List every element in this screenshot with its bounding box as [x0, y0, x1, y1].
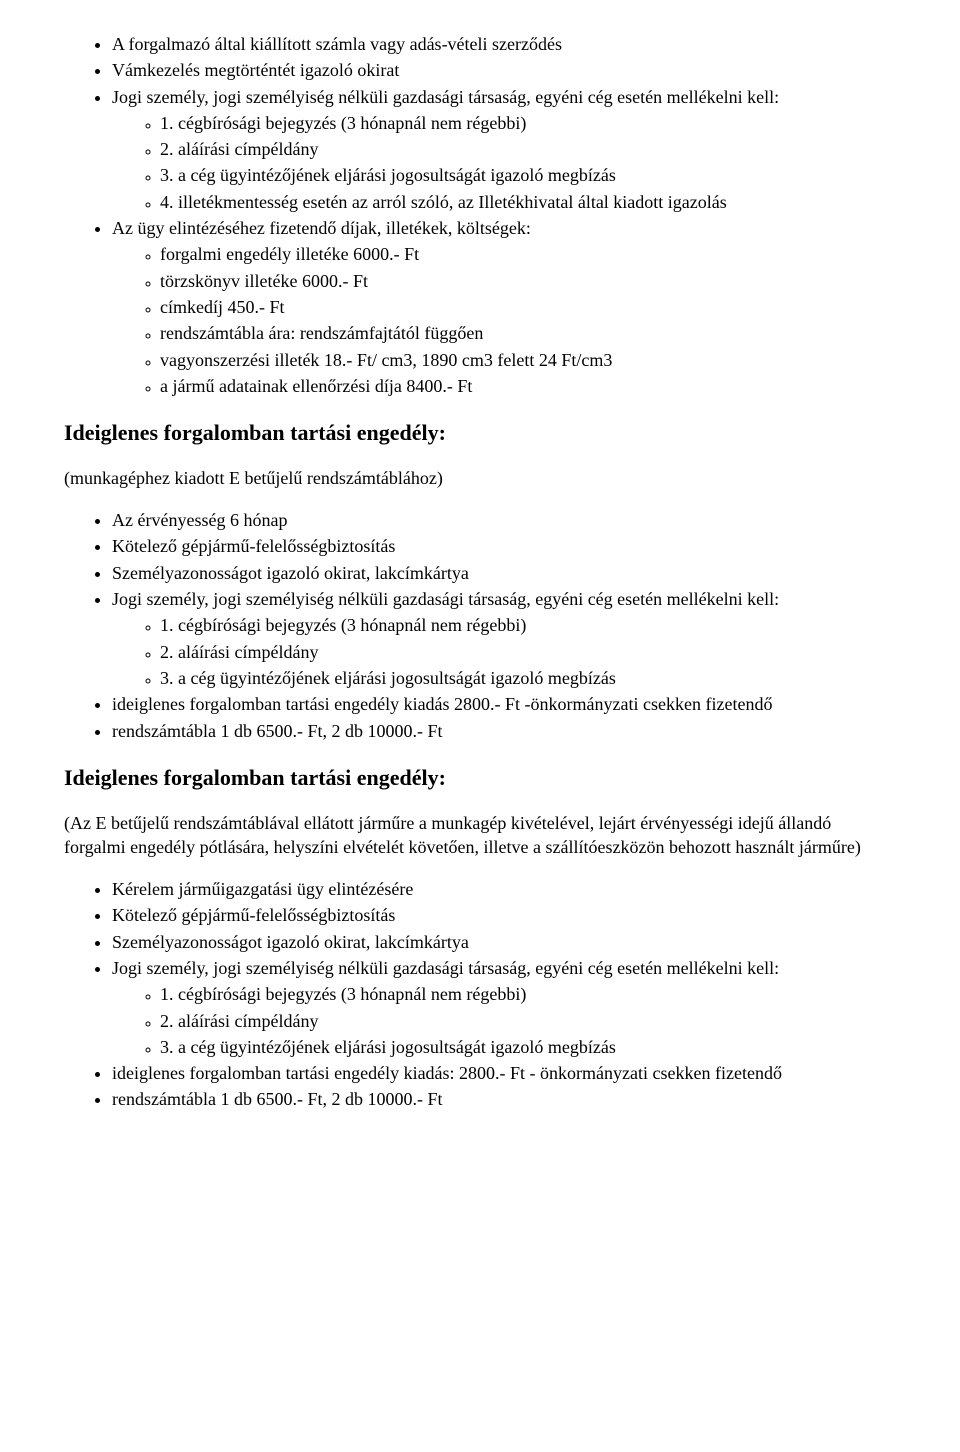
section-note: (Az E betűjelű rendszámtáblával ellátott… — [64, 811, 896, 860]
list-item: Jogi személy, jogi személyiség nélküli g… — [112, 956, 896, 1059]
list-item: Az ügy elintézéséhez fizetendő díjak, il… — [112, 216, 896, 398]
list-item: vagyonszerzési illeték 18.- Ft/ cm3, 189… — [160, 348, 896, 372]
item-text: a jármű adatainak ellenőrzési díja 8400.… — [160, 376, 472, 396]
list-item: 4. illetékmentesség esetén az arról szól… — [160, 190, 896, 214]
item-text: 1. cégbírósági bejegyzés (3 hónapnál nem… — [160, 984, 526, 1004]
section-heading: Ideiglenes forgalomban tartási engedély: — [64, 763, 896, 793]
section-note: (munkagéphez kiadott E betűjelű rendszám… — [64, 466, 896, 490]
list-item: 1. cégbírósági bejegyzés (3 hónapnál nem… — [160, 111, 896, 135]
item-text: rendszámtábla 1 db 6500.- Ft, 2 db 10000… — [112, 1089, 442, 1109]
list-item: rendszámtábla ára: rendszámfajtától függ… — [160, 321, 896, 345]
item-text: Az ügy elintézéséhez fizetendő díjak, il… — [112, 218, 531, 238]
list-item: ideiglenes forgalomban tartási engedély … — [112, 1061, 896, 1085]
list-item: 3. a cég ügyintézőjének eljárási jogosul… — [160, 1035, 896, 1059]
list-item: forgalmi engedély illetéke 6000.- Ft — [160, 242, 896, 266]
sublist: forgalmi engedély illetéke 6000.- Ft tör… — [112, 242, 896, 398]
section-heading: Ideiglenes forgalomban tartási engedély: — [64, 418, 896, 448]
item-text: Vámkezelés megtörténtét igazoló okirat — [112, 60, 399, 80]
list-item: ideiglenes forgalomban tartási engedély … — [112, 692, 896, 716]
item-text: Az érvényesség 6 hónap — [112, 510, 287, 530]
item-text: rendszámtábla 1 db 6500.- Ft, 2 db 10000… — [112, 721, 442, 741]
item-text: címkedíj 450.- Ft — [160, 297, 285, 317]
item-text: Kérelem járműigazgatási ügy elintézésére — [112, 879, 413, 899]
list-item: címkedíj 450.- Ft — [160, 295, 896, 319]
list-item: törzskönyv illetéke 6000.- Ft — [160, 269, 896, 293]
item-text: 3. a cég ügyintézőjének eljárási jogosul… — [160, 165, 616, 185]
sublist: 1. cégbírósági bejegyzés (3 hónapnál nem… — [112, 111, 896, 214]
list-item: 1. cégbírósági bejegyzés (3 hónapnál nem… — [160, 982, 896, 1006]
list-item: Vámkezelés megtörténtét igazoló okirat — [112, 58, 896, 82]
list-item: Személyazonosságot igazoló okirat, lakcí… — [112, 930, 896, 954]
item-text: Személyazonosságot igazoló okirat, lakcí… — [112, 563, 469, 583]
list-item: Jogi személy, jogi személyiség nélküli g… — [112, 587, 896, 690]
item-text: Kötelező gépjármű-felelősségbiztosítás — [112, 536, 395, 556]
item-text: 2. aláírási címpéldány — [160, 642, 318, 662]
item-text: ideiglenes forgalomban tartási engedély … — [112, 1063, 782, 1083]
item-text: 4. illetékmentesség esetén az arról szól… — [160, 192, 727, 212]
item-text: forgalmi engedély illetéke 6000.- Ft — [160, 244, 419, 264]
list-item: Kötelező gépjármű-felelősségbiztosítás — [112, 534, 896, 558]
item-text: 1. cégbírósági bejegyzés (3 hónapnál nem… — [160, 615, 526, 635]
item-text: rendszámtábla ára: rendszámfajtától függ… — [160, 323, 483, 343]
sublist: 1. cégbírósági bejegyzés (3 hónapnál nem… — [112, 982, 896, 1059]
item-text: Jogi személy, jogi személyiség nélküli g… — [112, 958, 779, 978]
list-item: 2. aláírási címpéldány — [160, 1009, 896, 1033]
item-text: Jogi személy, jogi személyiség nélküli g… — [112, 589, 779, 609]
item-text: Jogi személy, jogi személyiség nélküli g… — [112, 87, 779, 107]
list-item: Kérelem járműigazgatási ügy elintézésére — [112, 877, 896, 901]
list-item: 3. a cég ügyintézőjének eljárási jogosul… — [160, 163, 896, 187]
item-text: törzskönyv illetéke 6000.- Ft — [160, 271, 368, 291]
list-item: A forgalmazó által kiállított számla vag… — [112, 32, 896, 56]
item-text: vagyonszerzési illeték 18.- Ft/ cm3, 189… — [160, 350, 612, 370]
item-text: A forgalmazó által kiállított számla vag… — [112, 34, 562, 54]
item-text: 3. a cég ügyintézőjének eljárási jogosul… — [160, 1037, 616, 1057]
list-item: Személyazonosságot igazoló okirat, lakcí… — [112, 561, 896, 585]
section1-list: Az érvényesség 6 hónap Kötelező gépjármű… — [64, 508, 896, 743]
list-item: 2. aláírási címpéldány — [160, 640, 896, 664]
list-item: a jármű adatainak ellenőrzési díja 8400.… — [160, 374, 896, 398]
sublist: 1. cégbírósági bejegyzés (3 hónapnál nem… — [112, 613, 896, 690]
list-item: rendszámtábla 1 db 6500.- Ft, 2 db 10000… — [112, 719, 896, 743]
top-list: A forgalmazó által kiállított számla vag… — [64, 32, 896, 398]
item-text: Személyazonosságot igazoló okirat, lakcí… — [112, 932, 469, 952]
item-text: 3. a cég ügyintézőjének eljárási jogosul… — [160, 668, 616, 688]
item-text: 2. aláírási címpéldány — [160, 139, 318, 159]
item-text: 2. aláírási címpéldány — [160, 1011, 318, 1031]
section2-list: Kérelem járműigazgatási ügy elintézésére… — [64, 877, 896, 1112]
list-item: 2. aláírási címpéldány — [160, 137, 896, 161]
list-item: Az érvényesség 6 hónap — [112, 508, 896, 532]
list-item: rendszámtábla 1 db 6500.- Ft, 2 db 10000… — [112, 1087, 896, 1111]
list-item: 1. cégbírósági bejegyzés (3 hónapnál nem… — [160, 613, 896, 637]
item-text: 1. cégbírósági bejegyzés (3 hónapnál nem… — [160, 113, 526, 133]
item-text: ideiglenes forgalomban tartási engedély … — [112, 694, 772, 714]
list-item: Kötelező gépjármű-felelősségbiztosítás — [112, 903, 896, 927]
item-text: Kötelező gépjármű-felelősségbiztosítás — [112, 905, 395, 925]
list-item: Jogi személy, jogi személyiség nélküli g… — [112, 85, 896, 214]
list-item: 3. a cég ügyintézőjének eljárási jogosul… — [160, 666, 896, 690]
